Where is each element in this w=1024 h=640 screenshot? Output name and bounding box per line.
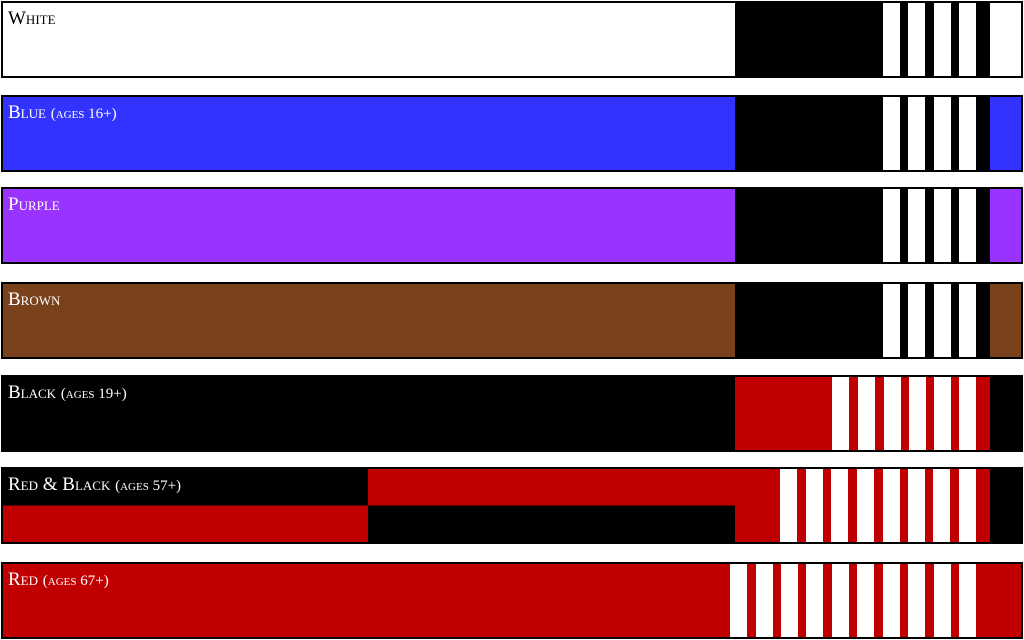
stripe <box>806 468 823 543</box>
stripe <box>934 563 951 638</box>
belt-body <box>2 188 735 263</box>
belt-body <box>2 283 735 358</box>
belt-body <box>2 2 735 77</box>
belt-body <box>2 376 735 451</box>
stripe <box>934 96 951 171</box>
belt-label: Black (ages 19+) <box>8 382 127 403</box>
stripe <box>933 468 950 543</box>
belt-label: Brown <box>8 289 61 310</box>
stripe <box>959 468 976 543</box>
belt: Red & Black (ages 57+) <box>1 467 1023 544</box>
rank-bar <box>735 96 990 171</box>
stripe <box>806 563 823 638</box>
stripe <box>883 188 900 263</box>
stripe <box>857 468 874 543</box>
stripe <box>934 376 951 451</box>
belt-end <box>990 283 1022 358</box>
belt-name: Red & Black <box>8 474 111 495</box>
belt-end <box>990 468 1022 543</box>
stripe <box>883 2 900 77</box>
stripe <box>934 2 951 77</box>
stripe <box>934 188 951 263</box>
stripe <box>883 563 900 638</box>
stripe <box>884 376 901 451</box>
belt: White <box>1 1 1023 78</box>
belt-body-top-black <box>2 468 368 506</box>
belt: Blue (ages 16+) <box>1 95 1023 172</box>
belt-border <box>1 282 1023 359</box>
stripe <box>908 2 925 77</box>
stripe <box>883 283 900 358</box>
rank-bar <box>735 2 990 77</box>
belt-note: (ages 57+) <box>115 478 181 494</box>
stripe <box>883 468 900 543</box>
stripe <box>908 468 925 543</box>
stripe <box>781 563 798 638</box>
belt-border <box>1 562 1023 639</box>
belt-label: Purple <box>8 194 60 215</box>
stripe <box>780 468 797 543</box>
stripe <box>959 96 976 171</box>
belt: Brown <box>1 282 1023 359</box>
belt-body-top-red <box>368 468 735 506</box>
stripe <box>959 2 976 77</box>
belt-end <box>990 2 1022 77</box>
stripe <box>832 376 849 451</box>
belt-label: Blue (ages 16+) <box>8 102 117 123</box>
stripe <box>959 376 976 451</box>
belt-end <box>990 376 1022 451</box>
stripe <box>909 376 926 451</box>
stripe <box>908 563 925 638</box>
belt-name: Purple <box>8 194 60 215</box>
belt-name: White <box>8 8 56 29</box>
belt-note: (ages 67+) <box>43 573 109 589</box>
stripe <box>959 188 976 263</box>
belt-note: (ages 16+) <box>51 106 117 122</box>
belt: Black (ages 19+) <box>1 375 1023 452</box>
rank-bar <box>735 188 990 263</box>
stripe <box>730 563 747 638</box>
belt-body <box>2 563 735 638</box>
belt-name: Blue <box>8 102 46 123</box>
belt-body-bottom-red <box>2 505 368 543</box>
stripe <box>832 563 849 638</box>
belt-end <box>990 188 1022 263</box>
belt-name: Black <box>8 382 57 403</box>
belt-label: Red (ages 67+) <box>8 569 109 590</box>
stripe <box>908 283 925 358</box>
belt-body <box>2 96 735 171</box>
belt-border <box>1 187 1023 264</box>
stripe <box>831 468 848 543</box>
belt: Purple <box>1 187 1023 264</box>
belt-border <box>1 1 1023 78</box>
stripe <box>908 96 925 171</box>
stripe <box>959 563 976 638</box>
stripe <box>883 96 900 171</box>
stripe <box>756 563 773 638</box>
belt-border <box>1 375 1023 452</box>
belt-name: Brown <box>8 289 61 310</box>
belt-label: Red & Black (ages 57+) <box>8 474 181 495</box>
belt-border <box>1 467 1023 544</box>
belt-body-bottom-black <box>368 505 735 543</box>
belt: Red (ages 67+) <box>1 562 1023 639</box>
belt-end <box>990 563 1022 638</box>
rank-bar <box>735 283 990 358</box>
belt-end <box>990 96 1022 171</box>
stripe <box>959 283 976 358</box>
belt-border <box>1 95 1023 172</box>
stripe <box>857 563 874 638</box>
belt-note: (ages 19+) <box>61 386 127 402</box>
stripe <box>908 188 925 263</box>
stripe <box>858 376 875 451</box>
belt-label: White <box>8 8 56 29</box>
belt-name: Red <box>8 569 38 590</box>
stripe <box>934 283 951 358</box>
